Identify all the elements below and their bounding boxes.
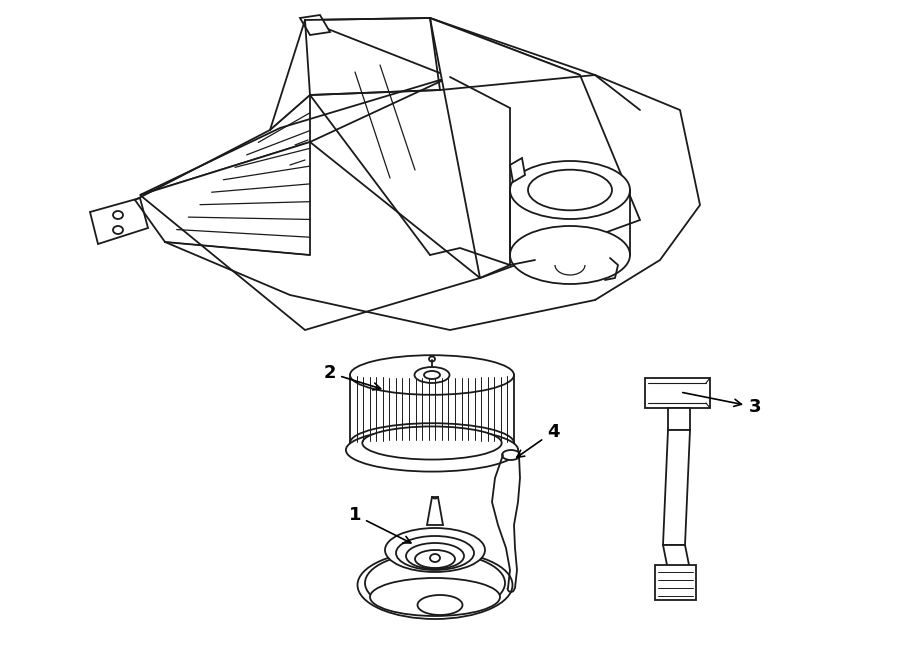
Text: 2: 2 [324,364,381,390]
Ellipse shape [357,551,512,619]
Ellipse shape [482,590,492,598]
Ellipse shape [346,428,518,471]
Polygon shape [300,15,330,35]
Text: 3: 3 [683,393,761,416]
Ellipse shape [430,554,440,562]
Ellipse shape [406,543,464,569]
Ellipse shape [377,590,387,598]
Polygon shape [140,142,480,330]
Ellipse shape [370,578,500,616]
Ellipse shape [415,367,449,383]
Ellipse shape [510,161,630,219]
Polygon shape [645,378,710,408]
Ellipse shape [350,355,514,395]
Ellipse shape [396,536,474,570]
Ellipse shape [418,595,463,615]
Ellipse shape [385,528,485,572]
Ellipse shape [350,423,514,463]
Ellipse shape [365,553,505,613]
Ellipse shape [113,226,123,234]
Text: 1: 1 [349,506,411,543]
Ellipse shape [415,550,455,568]
Polygon shape [90,198,148,244]
Polygon shape [427,497,443,525]
Ellipse shape [363,426,501,459]
Ellipse shape [502,450,520,460]
Ellipse shape [510,226,630,284]
Polygon shape [663,545,690,570]
Polygon shape [663,430,690,545]
Ellipse shape [528,170,612,210]
Polygon shape [668,408,690,430]
Polygon shape [140,77,450,195]
Ellipse shape [113,211,123,219]
Polygon shape [430,18,640,278]
Text: 4: 4 [517,423,559,457]
Polygon shape [510,158,525,182]
Polygon shape [305,18,580,77]
Polygon shape [655,565,696,600]
Ellipse shape [424,371,440,379]
Ellipse shape [429,356,435,362]
